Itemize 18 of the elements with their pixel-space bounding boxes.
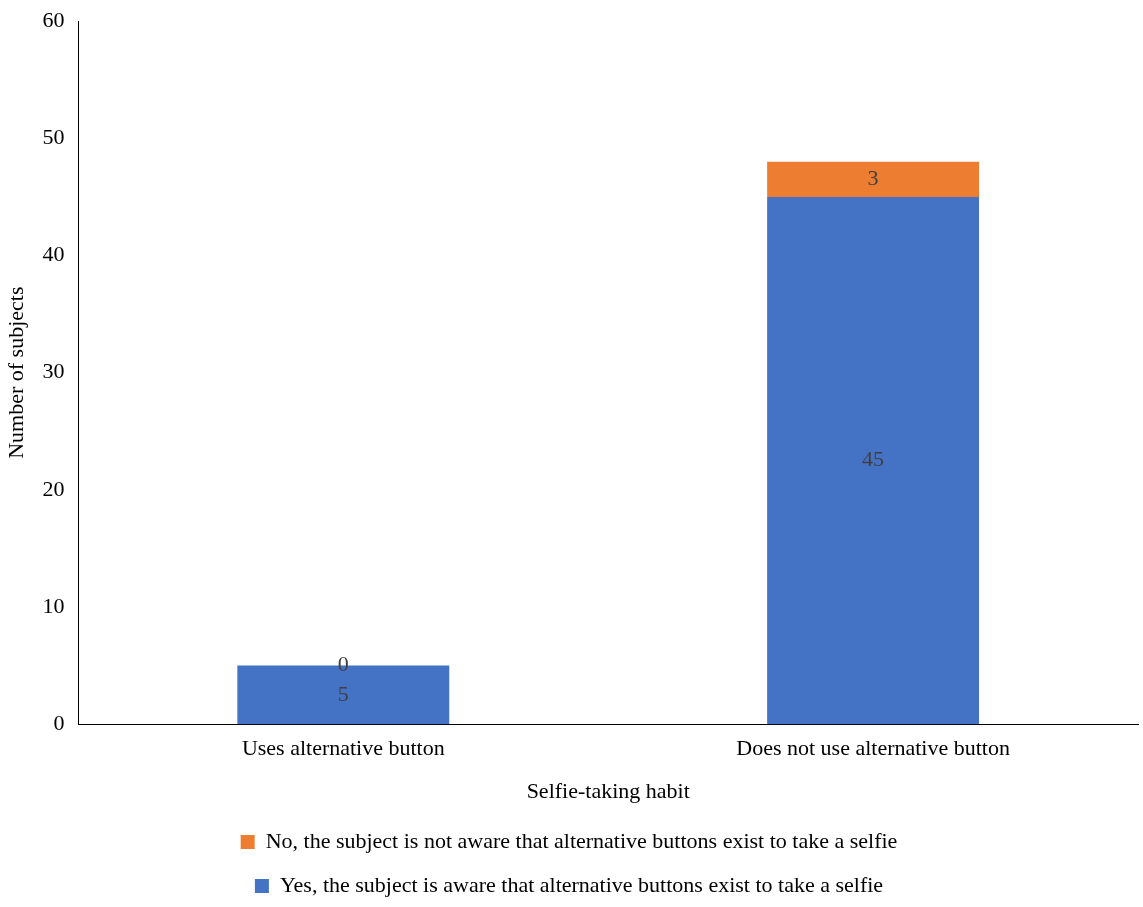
y-tick-label: 50 <box>42 124 65 150</box>
y-axis-title: Number of subjects <box>2 286 28 459</box>
y-tick-label: 30 <box>42 358 65 384</box>
bar <box>767 196 980 725</box>
y-tick-label: 20 <box>42 475 65 501</box>
y-tick-label: 10 <box>42 592 65 618</box>
y-tick-label: 40 <box>42 241 65 267</box>
legend-label: Yes, the subject is aware that alternative buttons exist to take a selfie <box>279 871 884 897</box>
data-label: 3 <box>867 165 879 191</box>
x-tick-label: Uses alternative button <box>241 735 445 761</box>
y-tick-label: 0 <box>53 709 65 735</box>
y-tick-label: 60 <box>42 6 65 32</box>
bar <box>767 161 980 197</box>
legend-label: No, the subject is not aware that alternative buttons exist to take a selfie <box>265 827 898 853</box>
data-label: 45 <box>862 446 885 472</box>
x-axis-title: Selfie-taking habit <box>526 777 690 803</box>
x-tick-label: Does not use alternative button <box>736 735 1010 761</box>
data-label: 5 <box>337 680 349 706</box>
